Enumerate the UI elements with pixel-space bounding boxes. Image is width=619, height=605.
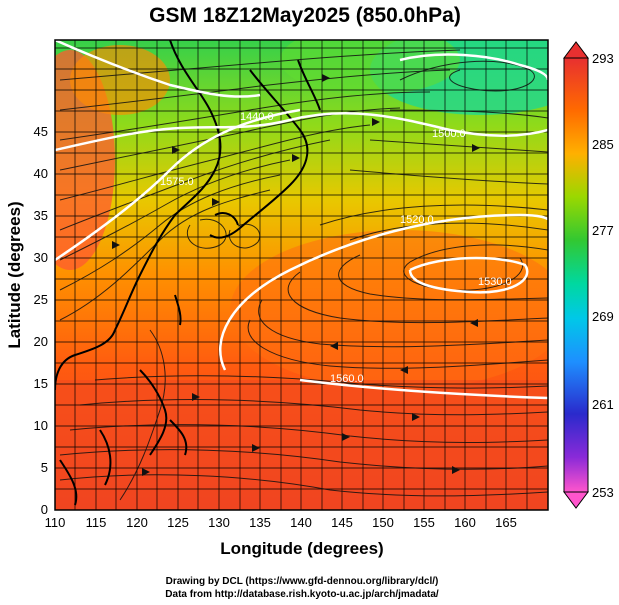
- tropical-patch: [55, 380, 548, 510]
- colorbar-bottom-arrow: [563, 491, 589, 509]
- x-tick: 155: [413, 515, 435, 530]
- colorbar-label: 277: [592, 223, 614, 238]
- x-tick: 130: [208, 515, 230, 530]
- plot-frame: [54, 39, 549, 511]
- colorbar-label: 285: [592, 137, 614, 152]
- height-contours: [55, 40, 548, 400]
- x-tick: 150: [372, 515, 394, 530]
- colorbar-top-arrow: [563, 41, 589, 59]
- y-axis-ticks: 0 5 10 15 20 25 30 35 40 45: [34, 124, 48, 517]
- x-tick: 145: [331, 515, 353, 530]
- x-tick: 135: [249, 515, 271, 530]
- colorbar-label: 269: [592, 309, 614, 324]
- y-tick: 15: [34, 376, 48, 391]
- contour-label-1575: 1575.0: [160, 176, 194, 188]
- credit-data: Data from http://database.rish.kyoto-u.a…: [165, 589, 439, 600]
- x-axis-ticks: 110 115 120 125 130 135 140 145 150 155 …: [45, 515, 517, 530]
- cool-north-patch: [280, 40, 460, 95]
- y-tick: 0: [41, 502, 48, 517]
- contour-labels: 1440.0 1500.0 1520.0 1530.0 1560.0 1575.…: [160, 111, 512, 385]
- y-tick: 25: [34, 292, 48, 307]
- y-tick: 30: [34, 250, 48, 265]
- colorbar: 293 285 277 269 261 253: [563, 41, 614, 509]
- colorbar-label: 261: [592, 397, 614, 412]
- colorbar-label: 293: [592, 51, 614, 66]
- subtropical-patch: [230, 230, 548, 390]
- y-tick: 45: [34, 124, 48, 139]
- contour-label-1500: 1500.0: [432, 128, 466, 140]
- contour-label-1560: 1560.0: [330, 373, 364, 385]
- x-axis-label: Longitude (degrees): [220, 539, 383, 558]
- warm-north-patch: [70, 45, 170, 115]
- map-title: GSM 18Z12May2025 (850.0hPa): [149, 4, 461, 27]
- plot-area: 1440.0 1500.0 1520.0 1530.0 1560.0 1575.…: [55, 40, 548, 510]
- y-tick: 5: [41, 460, 48, 475]
- x-tick: 110: [45, 515, 66, 530]
- contour-label-1440: 1440.0: [240, 111, 274, 123]
- contour-label-1530: 1530.0: [478, 276, 512, 288]
- x-tick: 125: [167, 515, 189, 530]
- coastlines: [55, 40, 321, 506]
- x-tick: 140: [290, 515, 312, 530]
- x-tick: 160: [454, 515, 476, 530]
- wind-arrowheads: [112, 74, 480, 476]
- x-tick: 165: [495, 515, 517, 530]
- x-tick: 115: [86, 515, 107, 530]
- y-tick: 40: [34, 166, 48, 181]
- y-tick: 10: [34, 418, 48, 433]
- colorbar-label: 253: [592, 485, 614, 500]
- contour-label-1520: 1520.0: [400, 214, 434, 226]
- y-tick: 35: [34, 208, 48, 223]
- colorbar-scale: [563, 57, 589, 493]
- credit-dcl: Drawing by DCL (https://www.gfd-dennou.o…: [166, 576, 439, 587]
- y-tick: 20: [34, 334, 48, 349]
- x-tick: 120: [126, 515, 148, 530]
- y-axis-label: Latitude (degrees): [5, 201, 24, 348]
